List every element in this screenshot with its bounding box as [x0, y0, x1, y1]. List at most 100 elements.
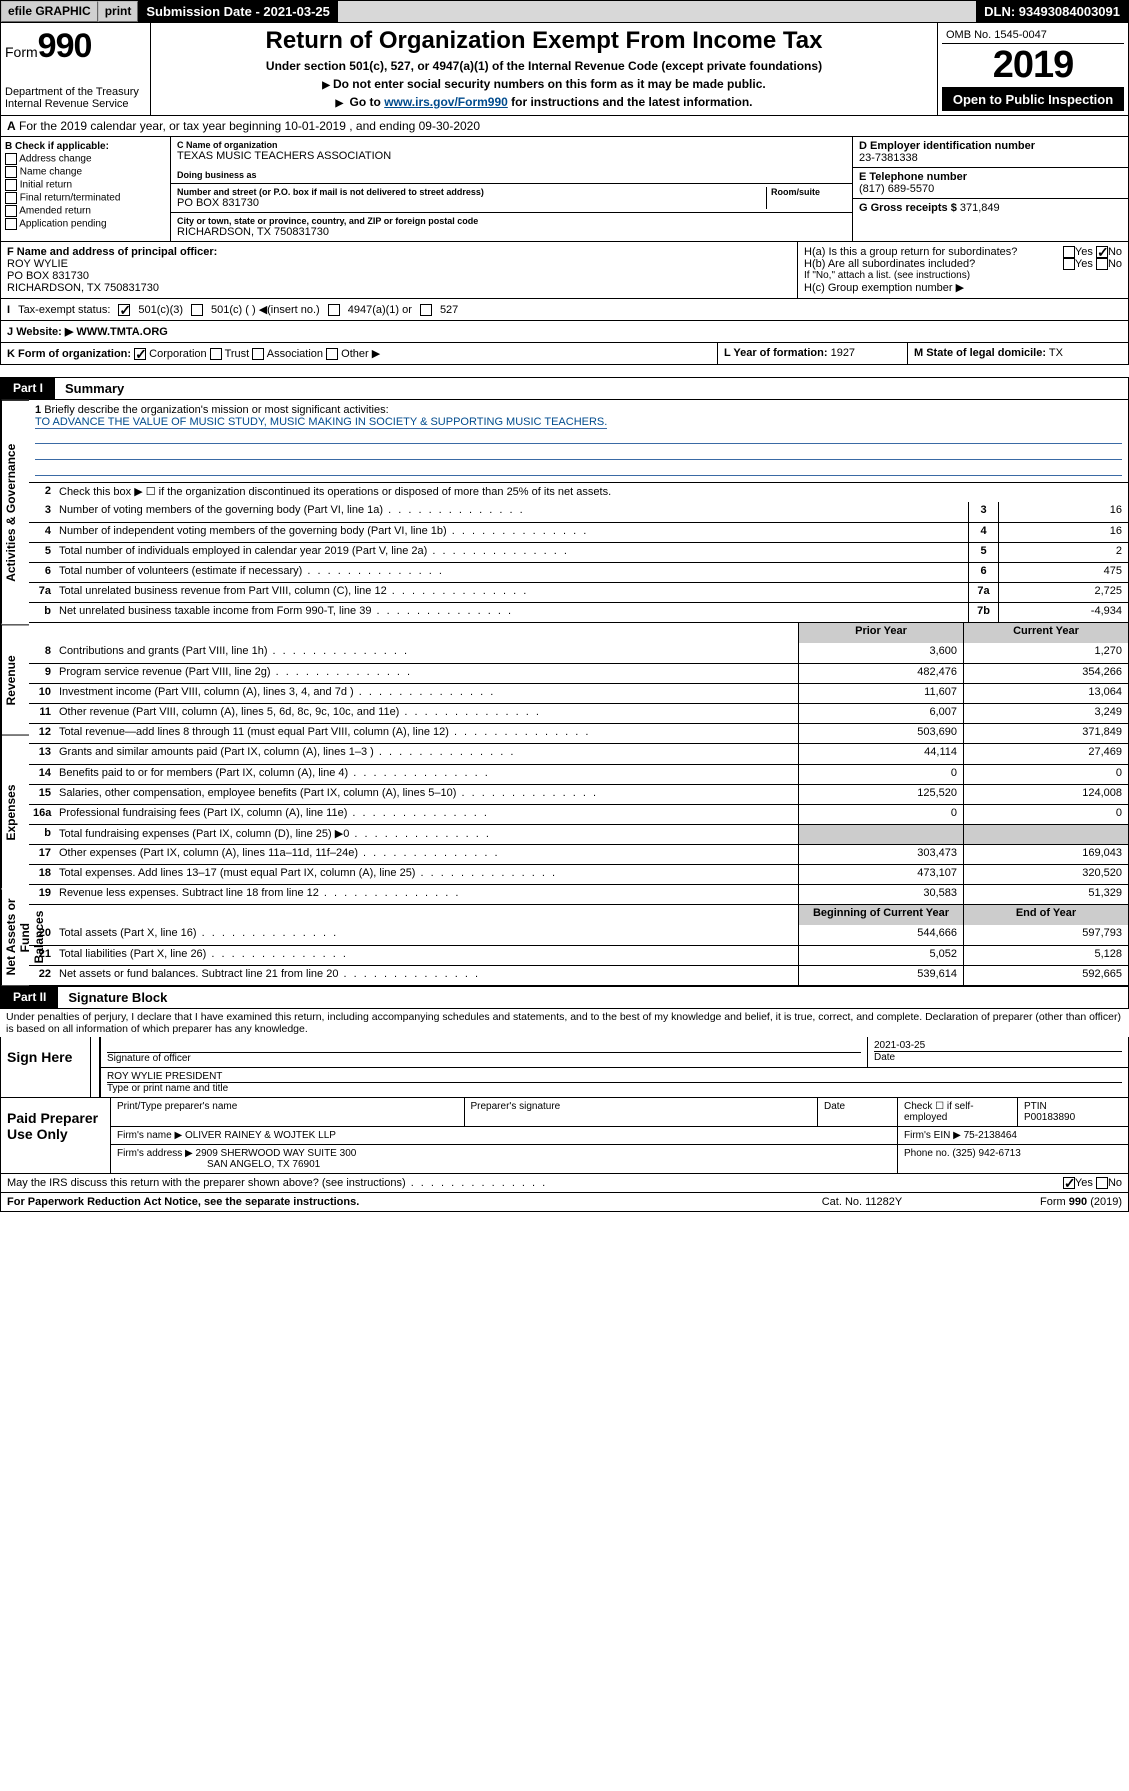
officer-addr2: RICHARDSON, TX 750831730	[7, 282, 159, 294]
state-domicile: TX	[1049, 347, 1063, 359]
chk-501c[interactable]	[191, 304, 203, 316]
hb-yes: Yes	[1075, 258, 1093, 270]
gross-receipts: 371,849	[960, 202, 1000, 214]
chk-initial-return[interactable]: Initial return	[5, 179, 166, 191]
b-opt-4: Amended return	[19, 206, 91, 217]
chk-other[interactable]	[326, 348, 338, 360]
hb-answer: Yes No	[1063, 258, 1122, 270]
i-opt4: 527	[440, 304, 458, 316]
chk-corp[interactable]	[134, 348, 146, 360]
hdr-prior: Prior Year	[798, 623, 963, 643]
sum-line-8: 8Contributions and grants (Part VIII, li…	[29, 643, 1128, 663]
sum-line-7b: bNet unrelated business taxable income f…	[29, 602, 1128, 622]
sum-line-21: 21Total liabilities (Part X, line 26)5,0…	[29, 945, 1128, 965]
k-trust: Trust	[225, 348, 250, 360]
f-label: F Name and address of principal officer:	[7, 246, 217, 258]
perjury-text: Under penalties of perjury, I declare th…	[0, 1009, 1129, 1037]
goto-pre: Go to	[350, 95, 385, 109]
ptin-label: PTIN	[1024, 1101, 1047, 1112]
section-k: K Form of organization: Corporation Trus…	[1, 343, 718, 364]
efile-label: efile GRAPHIC	[1, 1, 98, 22]
sum-line-16a: 16aProfessional fundraising fees (Part I…	[29, 804, 1128, 824]
firm-ein: 75-2138464	[964, 1130, 1017, 1141]
part2-tab: Part II	[1, 987, 58, 1008]
line1: 1 Briefly describe the organization's mi…	[29, 400, 1128, 482]
b-opt-3: Final return/terminated	[20, 193, 121, 204]
city-label: City or town, state or province, country…	[177, 216, 846, 226]
section-h: H(a) Is this a group return for subordin…	[798, 242, 1128, 298]
summary-grid: Activities & Governance Revenue Expenses…	[0, 400, 1129, 986]
fh-row: F Name and address of principal officer:…	[0, 242, 1129, 299]
sum-line-19: 19Revenue less expenses. Subtract line 1…	[29, 884, 1128, 904]
section-i: I Tax-exempt status: 501(c)(3) 501(c) ( …	[0, 299, 1129, 321]
open-to-public: Open to Public Inspection	[942, 88, 1124, 111]
form-990-number: 990	[38, 27, 92, 65]
hc-label: H(c) Group exemption number ▶	[804, 281, 1122, 294]
telephone-value: (817) 689-5570	[859, 183, 1122, 195]
preparer-side-label: Paid Preparer Use Only	[1, 1098, 111, 1173]
hb-label: H(b) Are all subordinates included?	[804, 258, 975, 270]
k-assoc: Association	[267, 348, 323, 360]
sum-line-18: 18Total expenses. Add lines 13–17 (must …	[29, 864, 1128, 884]
dln-label: DLN: 93493084003091	[976, 1, 1128, 22]
firm-addr-label: Firm's address ▶	[117, 1148, 193, 1159]
bcdeg-row: B Check if applicable: Address change Na…	[0, 137, 1129, 242]
line1-label: Briefly describe the organization's miss…	[44, 404, 388, 416]
form-word: Form	[5, 44, 38, 60]
hdr-end: End of Year	[963, 905, 1128, 925]
ha-answer: Yes No	[1063, 246, 1122, 258]
sum-line-20: 20Total assets (Part X, line 16)544,6665…	[29, 925, 1128, 945]
side-expenses: Expenses	[1, 735, 29, 889]
chk-address-change[interactable]: Address change	[5, 153, 166, 165]
line-a-tax-year: A For the 2019 calendar year, or tax yea…	[0, 116, 1129, 137]
discuss-answer: Yes No	[1063, 1177, 1122, 1189]
prep-selfemp: Check ☐ if self-employed	[898, 1098, 1018, 1126]
year-formation: 1927	[831, 347, 855, 359]
hb-note: If "No," attach a list. (see instruction…	[804, 270, 1122, 281]
chk-name-change[interactable]: Name change	[5, 166, 166, 178]
hdr-curr: Current Year	[963, 623, 1128, 643]
j-label: Website: ▶	[16, 326, 73, 338]
discuss-yes: Yes	[1075, 1177, 1093, 1189]
k-label: K Form of organization:	[7, 348, 131, 360]
sum-line-4: 4Number of independent voting members of…	[29, 522, 1128, 542]
chk-assoc[interactable]	[252, 348, 264, 360]
ptin-value: P00183890	[1024, 1112, 1075, 1123]
tax-year: 2019	[942, 44, 1124, 88]
g-label: G Gross receipts $	[859, 202, 957, 214]
phone-value: (325) 942-6713	[952, 1148, 1020, 1159]
mission-uline3	[35, 462, 1122, 476]
line2-text: Check this box ▶ ☐ if the organization d…	[55, 483, 1128, 502]
section-m: M State of legal domicile: TX	[908, 343, 1128, 364]
section-j: J Website: ▶ WWW.TMTA.ORG	[0, 321, 1129, 343]
sign-bracket	[91, 1037, 101, 1097]
irs-link[interactable]: www.irs.gov/Form990	[384, 95, 508, 109]
k-corp: Corporation	[149, 348, 206, 360]
sum-line-9: 9Program service revenue (Part VIII, lin…	[29, 663, 1128, 683]
ssn-note: Do not enter social security numbers on …	[159, 77, 929, 91]
chk-final-return[interactable]: Final return/terminated	[5, 192, 166, 204]
sum-line-12: 12Total revenue—add lines 8 through 11 (…	[29, 723, 1128, 743]
firm-addr1: 2909 SHERWOOD WAY SUITE 300	[196, 1148, 357, 1159]
part2-title: Signature Block	[58, 987, 1128, 1008]
chk-4947[interactable]	[328, 304, 340, 316]
chk-501c3[interactable]	[118, 304, 130, 316]
side-revenue: Revenue	[1, 624, 29, 735]
form-title: Return of Organization Exempt From Incom…	[159, 27, 929, 55]
sum-line-13: 13Grants and similar amounts paid (Part …	[29, 744, 1128, 764]
m-label: M State of legal domicile:	[914, 347, 1046, 359]
sum-line-6: 6Total number of volunteers (estimate if…	[29, 562, 1128, 582]
chk-amended[interactable]: Amended return	[5, 205, 166, 217]
section-f: F Name and address of principal officer:…	[1, 242, 798, 298]
chk-trust[interactable]	[210, 348, 222, 360]
i-opt1: 501(c)(3)	[138, 304, 183, 316]
mission-text[interactable]: TO ADVANCE THE VALUE OF MUSIC STUDY, MUS…	[35, 416, 607, 429]
chk-527[interactable]	[420, 304, 432, 316]
i-opt3: 4947(a)(1) or	[348, 304, 412, 316]
chk-app-pending[interactable]: Application pending	[5, 218, 166, 230]
website-value: WWW.TMTA.ORG	[76, 326, 167, 338]
print-button[interactable]: print	[98, 1, 139, 22]
sum-line-b: bTotal fundraising expenses (Part IX, co…	[29, 824, 1128, 844]
side-activities: Activities & Governance	[1, 400, 29, 624]
i-opt2: 501(c) ( ) ◀(insert no.)	[211, 303, 320, 316]
